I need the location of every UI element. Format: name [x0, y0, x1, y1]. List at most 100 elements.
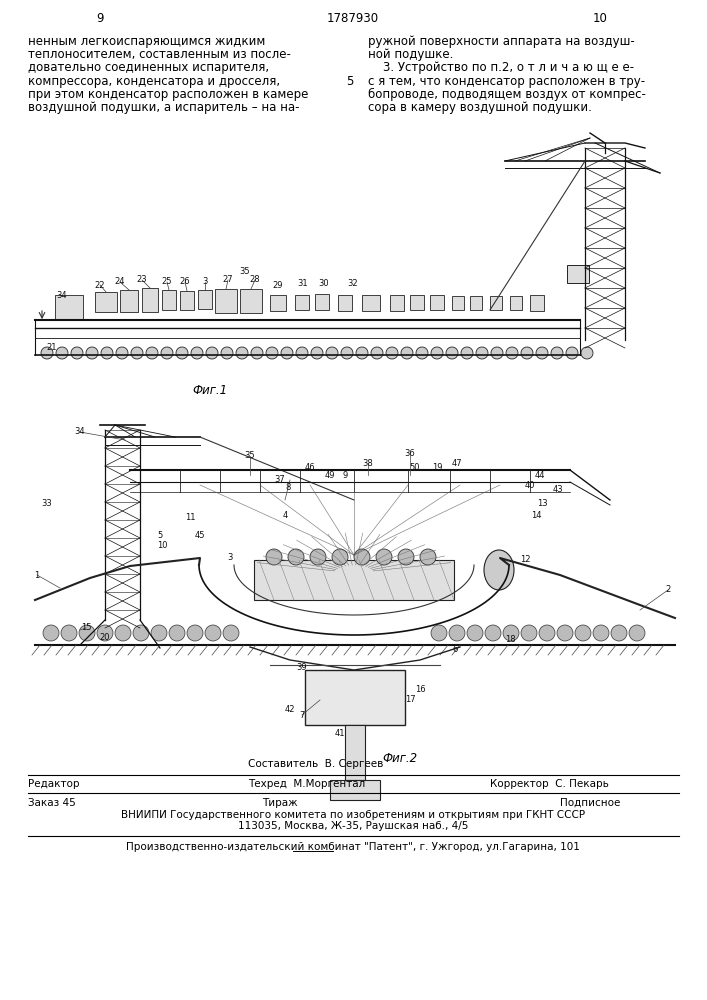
Text: 19: 19 — [432, 464, 443, 473]
Text: 32: 32 — [348, 279, 358, 288]
Circle shape — [41, 347, 53, 359]
Text: 46: 46 — [305, 464, 315, 473]
Circle shape — [420, 549, 436, 565]
Circle shape — [266, 549, 282, 565]
Circle shape — [485, 625, 501, 641]
Circle shape — [86, 347, 98, 359]
Text: 25: 25 — [162, 277, 173, 286]
Text: 113035, Москва, Ж-35, Раушская наб., 4/5: 113035, Москва, Ж-35, Раушская наб., 4/5 — [238, 821, 468, 831]
Text: Редактор: Редактор — [28, 779, 79, 789]
Text: при этом конденсатор расположен в камере: при этом конденсатор расположен в камере — [28, 88, 308, 101]
Text: ной подушке.: ной подушке. — [368, 48, 453, 61]
Text: 35: 35 — [240, 267, 250, 276]
Bar — [55, 295, 83, 319]
Circle shape — [431, 625, 447, 641]
Text: 47: 47 — [452, 460, 462, 468]
Text: Производственно-издательский комбинат "Патент", г. Ужгород, ул.Гагарина, 101: Производственно-издательский комбинат "П… — [126, 842, 580, 852]
Text: Тираж: Тираж — [262, 798, 298, 808]
Circle shape — [581, 347, 593, 359]
Circle shape — [97, 625, 113, 641]
Circle shape — [332, 549, 348, 565]
Text: ружной поверхности аппарата на воздуш-: ружной поверхности аппарата на воздуш- — [368, 35, 635, 48]
Text: Составитель  В. Сергеев: Составитель В. Сергеев — [248, 759, 383, 769]
Text: 40: 40 — [525, 481, 535, 489]
Circle shape — [61, 625, 77, 641]
Bar — [390, 295, 404, 311]
Text: 24: 24 — [115, 277, 125, 286]
Circle shape — [506, 347, 518, 359]
Text: 5: 5 — [346, 75, 354, 88]
Text: 7: 7 — [299, 710, 305, 720]
Circle shape — [611, 625, 627, 641]
Circle shape — [169, 625, 185, 641]
Circle shape — [593, 625, 609, 641]
Circle shape — [449, 625, 465, 641]
Circle shape — [551, 347, 563, 359]
Bar — [410, 295, 424, 310]
Text: с я тем, что конденсатор расположен в тру-: с я тем, что конденсатор расположен в тр… — [368, 75, 645, 88]
Text: Подписное: Подписное — [560, 798, 620, 808]
Text: 3: 3 — [202, 277, 208, 286]
Bar — [362, 295, 380, 311]
Bar — [305, 670, 405, 725]
Text: 50: 50 — [410, 464, 420, 473]
Circle shape — [288, 549, 304, 565]
Text: 44: 44 — [534, 472, 545, 481]
Text: 1: 1 — [35, 570, 40, 580]
Text: 10: 10 — [157, 540, 168, 550]
Text: воздушной подушки, а испаритель – на на-: воздушной подушки, а испаритель – на на- — [28, 101, 300, 114]
Text: 43: 43 — [553, 486, 563, 494]
Circle shape — [251, 347, 263, 359]
Bar — [198, 290, 212, 309]
Bar — [567, 265, 589, 283]
Bar — [330, 780, 380, 800]
Text: 21: 21 — [47, 344, 57, 353]
Text: Техред  М.Моргентал: Техред М.Моргентал — [248, 779, 366, 789]
Text: 38: 38 — [363, 460, 373, 468]
Text: компрессора, конденсатора и дросселя,: компрессора, конденсатора и дросселя, — [28, 75, 280, 88]
Text: 18: 18 — [505, 636, 515, 645]
Circle shape — [191, 347, 203, 359]
Text: 6: 6 — [452, 646, 457, 654]
Circle shape — [354, 549, 370, 565]
Circle shape — [575, 625, 591, 641]
Text: 13: 13 — [537, 498, 547, 508]
Circle shape — [146, 347, 158, 359]
Circle shape — [311, 347, 323, 359]
Bar — [452, 296, 464, 310]
Circle shape — [521, 625, 537, 641]
Circle shape — [221, 347, 233, 359]
Bar — [240, 289, 262, 313]
Circle shape — [401, 347, 413, 359]
Bar — [95, 292, 117, 312]
Bar — [180, 291, 194, 310]
Text: 34: 34 — [75, 428, 86, 436]
Text: сора в камеру воздушной подушки.: сора в камеру воздушной подушки. — [368, 101, 592, 114]
Circle shape — [398, 549, 414, 565]
Text: 3. Устройство по п.2, о т л и ч а ю щ е е-: 3. Устройство по п.2, о т л и ч а ю щ е … — [368, 61, 634, 74]
Text: 42: 42 — [285, 706, 296, 714]
Circle shape — [187, 625, 203, 641]
Bar — [430, 295, 444, 310]
Bar — [120, 290, 138, 312]
Circle shape — [503, 625, 519, 641]
Bar — [162, 290, 176, 310]
Text: 3: 3 — [228, 554, 233, 562]
Bar — [510, 296, 522, 310]
Text: 34: 34 — [57, 290, 67, 300]
Circle shape — [71, 347, 83, 359]
Text: 35: 35 — [245, 452, 255, 460]
Text: 5: 5 — [158, 530, 163, 540]
Circle shape — [371, 347, 383, 359]
Text: довательно соединенных испарителя,: довательно соединенных испарителя, — [28, 61, 269, 74]
Circle shape — [310, 549, 326, 565]
Bar — [315, 294, 329, 310]
Bar — [295, 295, 309, 310]
Circle shape — [115, 625, 131, 641]
Text: 26: 26 — [180, 277, 190, 286]
Text: Фиг.2: Фиг.2 — [382, 752, 418, 764]
Text: 27: 27 — [223, 275, 233, 284]
Text: 41: 41 — [334, 728, 345, 738]
Text: ВНИИПИ Государственного комитета по изобретениям и открытиям при ГКНТ СССР: ВНИИПИ Государственного комитета по изоб… — [121, 810, 585, 820]
Circle shape — [467, 625, 483, 641]
